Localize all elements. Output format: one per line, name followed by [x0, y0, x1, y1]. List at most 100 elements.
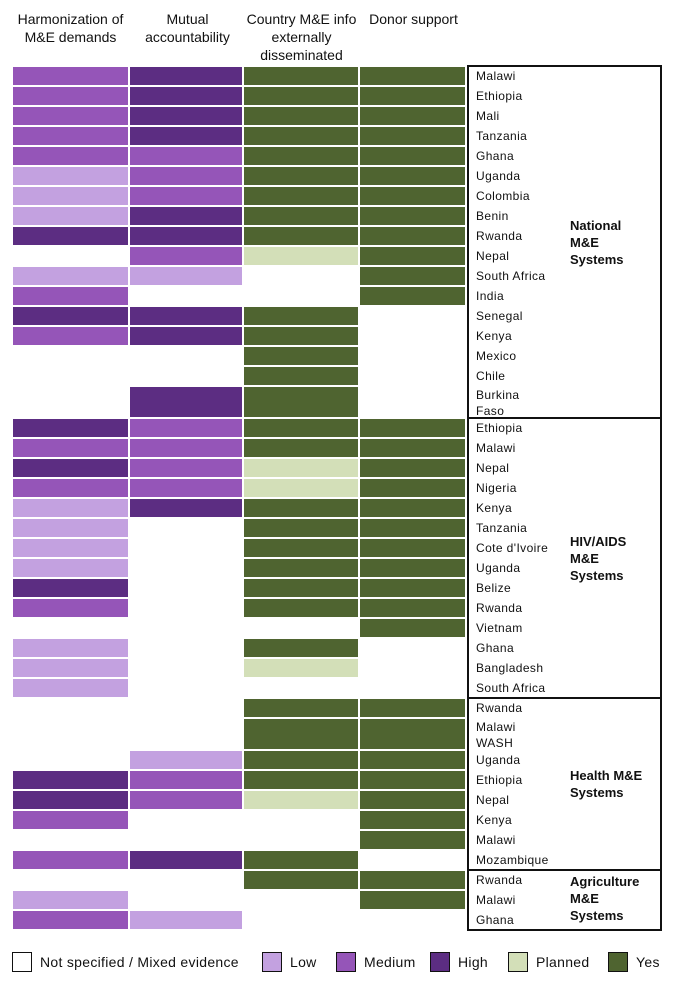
cell-harmonization — [13, 559, 128, 577]
cell-dissemination — [244, 227, 358, 245]
cell-donor — [360, 579, 465, 597]
cell-dissemination — [244, 519, 358, 537]
cell-harmonization — [13, 679, 128, 697]
cell-dissemination — [244, 479, 358, 497]
row-label-country: Tanzania — [476, 521, 528, 535]
cell-dissemination — [244, 167, 358, 185]
legend-item-yes: Yes — [608, 952, 660, 972]
cell-donor — [360, 227, 465, 245]
cell-harmonization — [13, 499, 128, 517]
cell-accountability — [130, 499, 242, 517]
cell-donor — [360, 87, 465, 105]
row-label-country: Colombia — [476, 189, 530, 203]
cell-dissemination — [244, 127, 358, 145]
row-label-country: Malawi — [476, 833, 516, 847]
cell-harmonization — [13, 147, 128, 165]
row-label-country: Malawi — [476, 441, 516, 455]
cell-donor — [360, 499, 465, 517]
cell-dissemination — [244, 791, 358, 809]
cell-dissemination — [244, 499, 358, 517]
group-box — [467, 869, 662, 931]
row-label-country: Mali — [476, 109, 500, 123]
cell-dissemination — [244, 751, 358, 769]
cell-harmonization — [13, 67, 128, 85]
cell-dissemination — [244, 719, 358, 749]
cell-donor — [360, 619, 465, 637]
cell-dissemination — [244, 539, 358, 557]
cell-accountability — [130, 791, 242, 809]
legend-swatch-low — [262, 952, 282, 972]
group-box — [467, 417, 662, 699]
row-label-country: Tanzania — [476, 129, 528, 143]
group-label: HIV/AIDS M&E Systems — [570, 533, 627, 583]
cell-harmonization — [13, 599, 128, 617]
cell-harmonization — [13, 479, 128, 497]
row-label-country: Mozambique — [476, 853, 549, 867]
cell-dissemination — [244, 871, 358, 889]
cell-donor — [360, 187, 465, 205]
cell-accountability — [130, 87, 242, 105]
row-label-country: Nepal — [476, 461, 510, 475]
cell-harmonization — [13, 127, 128, 145]
cell-harmonization — [13, 891, 128, 909]
cell-dissemination — [244, 187, 358, 205]
cell-dissemination — [244, 327, 358, 345]
cell-dissemination — [244, 207, 358, 225]
cell-harmonization — [13, 207, 128, 225]
row-label-country: Ghana — [476, 913, 515, 927]
cell-accountability — [130, 911, 242, 929]
cell-harmonization — [13, 811, 128, 829]
cell-accountability — [130, 751, 242, 769]
cell-harmonization — [13, 771, 128, 789]
row-label-country: Senegal — [476, 309, 523, 323]
cell-donor — [360, 439, 465, 457]
cell-donor — [360, 267, 465, 285]
cell-accountability — [130, 479, 242, 497]
legend-label-high: High — [458, 954, 488, 970]
cell-dissemination — [244, 347, 358, 365]
row-label-country: Rwanda — [476, 701, 523, 715]
row-label-country: Ethiopia — [476, 421, 523, 435]
cell-donor — [360, 539, 465, 557]
cell-accountability — [130, 439, 242, 457]
legend: Not specified / Mixed evidence Low Mediu… — [12, 952, 672, 976]
cell-accountability — [130, 167, 242, 185]
row-label-country: Ethiopia — [476, 773, 523, 787]
cell-donor — [360, 107, 465, 125]
cell-harmonization — [13, 519, 128, 537]
row-label-country: Benin — [476, 209, 509, 223]
cell-donor — [360, 719, 465, 749]
cell-dissemination — [244, 559, 358, 577]
row-label-country: Vietnam — [476, 621, 523, 635]
cell-accountability — [130, 67, 242, 85]
legend-item-high: High — [430, 952, 488, 972]
legend-label-yes: Yes — [636, 954, 660, 970]
cell-harmonization — [13, 267, 128, 285]
legend-label-planned: Planned — [536, 954, 590, 970]
legend-item-medium: Medium — [336, 952, 416, 972]
row-label-country: Chile — [476, 369, 506, 383]
cell-accountability — [130, 387, 242, 417]
cell-harmonization — [13, 327, 128, 345]
cell-harmonization — [13, 307, 128, 325]
cell-harmonization — [13, 107, 128, 125]
cell-donor — [360, 167, 465, 185]
cell-donor — [360, 891, 465, 909]
cell-donor — [360, 871, 465, 889]
row-label-country: Kenya — [476, 501, 513, 515]
row-label-country: Nepal — [476, 249, 510, 263]
cell-donor — [360, 811, 465, 829]
cell-dissemination — [244, 367, 358, 385]
row-label-country: Uganda — [476, 561, 521, 575]
row-label-country: Ethiopia — [476, 89, 523, 103]
legend-label-low: Low — [290, 954, 317, 970]
cell-accountability — [130, 327, 242, 345]
column-header-dissemination: Country M&E info externally disseminated — [246, 11, 357, 63]
cell-harmonization — [13, 167, 128, 185]
cell-dissemination — [244, 307, 358, 325]
cell-harmonization — [13, 459, 128, 477]
cell-accountability — [130, 851, 242, 869]
cell-donor — [360, 207, 465, 225]
legend-swatch-medium — [336, 952, 356, 972]
cell-dissemination — [244, 659, 358, 677]
